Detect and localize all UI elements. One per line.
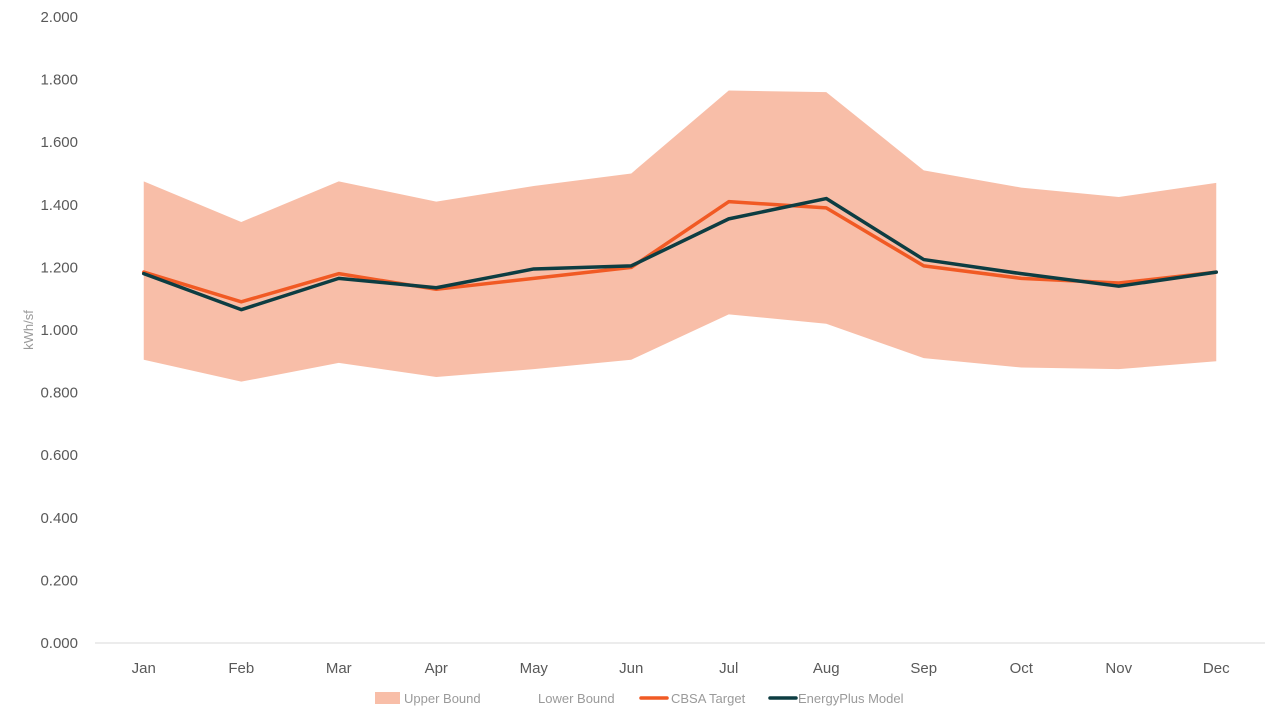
y-tick-label: 1.800	[40, 72, 78, 89]
x-tick-label: Apr	[425, 660, 448, 677]
y-tick-label: 1.000	[40, 322, 78, 339]
y-tick-label: 1.600	[40, 134, 78, 151]
y-tick-label: 0.000	[40, 635, 78, 652]
x-tick-label: Dec	[1203, 660, 1230, 677]
x-tick-label: Jul	[719, 660, 738, 677]
legend-label-0: Upper Bound	[404, 691, 481, 706]
legend-label-2: CBSA Target	[671, 691, 746, 706]
y-tick-label: 0.600	[40, 447, 78, 464]
x-tick-label: Mar	[326, 660, 352, 677]
legend-label-3: EnergyPlus Model	[798, 691, 904, 706]
y-tick-label: 0.400	[40, 510, 78, 527]
legend-swatch-0	[375, 692, 400, 704]
x-tick-label: Sep	[910, 660, 937, 677]
legend: Upper Bound Lower Bound CBSA Target EnergyP…	[375, 691, 904, 706]
y-tick-label: 0.200	[40, 572, 78, 589]
x-tick-label: Nov	[1105, 660, 1132, 677]
series-line-0	[142, 199, 1218, 304]
x-tick-label: Oct	[1010, 660, 1034, 677]
y-tick-label: 1.200	[40, 259, 78, 276]
legend-swatch-1	[510, 692, 535, 704]
x-tick-label: Feb	[228, 660, 254, 677]
y-tick-label: 0.800	[40, 385, 78, 402]
x-axis-ticks: Jan Feb Mar Apr May Jun Jul Aug Sep Oct Nov Dec	[132, 660, 1230, 677]
y-axis-label: kWh/sf	[21, 310, 36, 350]
x-tick-label: Jan	[132, 660, 156, 677]
y-tick-label: 2.000	[40, 9, 78, 26]
y-tick-label: 1.400	[40, 197, 78, 214]
x-tick-label: May	[520, 660, 549, 677]
series-lines	[142, 196, 1218, 312]
legend-label-1: Lower Bound	[538, 691, 615, 706]
series-line-1	[142, 196, 1218, 312]
y-axis-ticks: 0.000 0.200 0.400 0.600 0.800 1.000 1.200 1.400…	[40, 9, 78, 652]
x-tick-label: Jun	[619, 660, 643, 677]
x-tick-label: Aug	[813, 660, 840, 677]
